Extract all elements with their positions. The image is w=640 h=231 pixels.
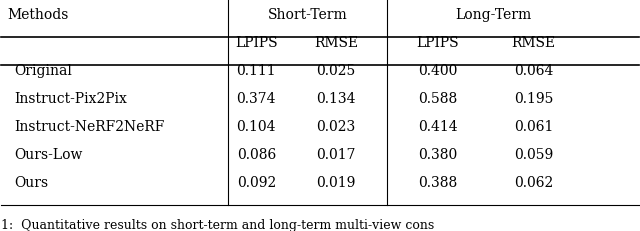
Text: 0.023: 0.023: [316, 119, 356, 134]
Text: 0.388: 0.388: [419, 176, 458, 189]
Text: LPIPS: LPIPS: [235, 36, 278, 49]
Text: 0.019: 0.019: [316, 176, 356, 189]
Text: 0.017: 0.017: [316, 148, 356, 161]
Text: 0.059: 0.059: [514, 148, 553, 161]
Text: 0.092: 0.092: [237, 176, 276, 189]
Text: 0.414: 0.414: [418, 119, 458, 134]
Text: RMSE: RMSE: [314, 36, 358, 49]
Text: Methods: Methods: [8, 8, 69, 21]
Text: 0.134: 0.134: [316, 91, 356, 106]
Text: 0.374: 0.374: [237, 91, 276, 106]
Text: Original: Original: [14, 64, 72, 78]
Text: 0.588: 0.588: [419, 91, 458, 106]
Text: Short-Term: Short-Term: [268, 8, 347, 21]
Text: 0.064: 0.064: [514, 64, 553, 78]
Text: 0.400: 0.400: [418, 64, 458, 78]
Text: 0.061: 0.061: [514, 119, 553, 134]
Text: 0.062: 0.062: [514, 176, 553, 189]
Text: Long-Term: Long-Term: [456, 8, 532, 21]
Text: 0.025: 0.025: [316, 64, 356, 78]
Text: LPIPS: LPIPS: [417, 36, 459, 49]
Text: 1:  Quantitative results on short-term and long-term multi-view cons: 1: Quantitative results on short-term an…: [1, 218, 435, 231]
Text: Instruct-NeRF2NeRF: Instruct-NeRF2NeRF: [14, 119, 164, 134]
Text: Ours: Ours: [14, 176, 48, 189]
Text: 0.380: 0.380: [419, 148, 458, 161]
Text: 0.086: 0.086: [237, 148, 276, 161]
Text: 0.111: 0.111: [236, 64, 276, 78]
Text: 0.195: 0.195: [514, 91, 553, 106]
Text: 0.104: 0.104: [237, 119, 276, 134]
Text: RMSE: RMSE: [511, 36, 556, 49]
Text: Ours-Low: Ours-Low: [14, 148, 83, 161]
Text: Instruct-Pix2Pix: Instruct-Pix2Pix: [14, 91, 127, 106]
